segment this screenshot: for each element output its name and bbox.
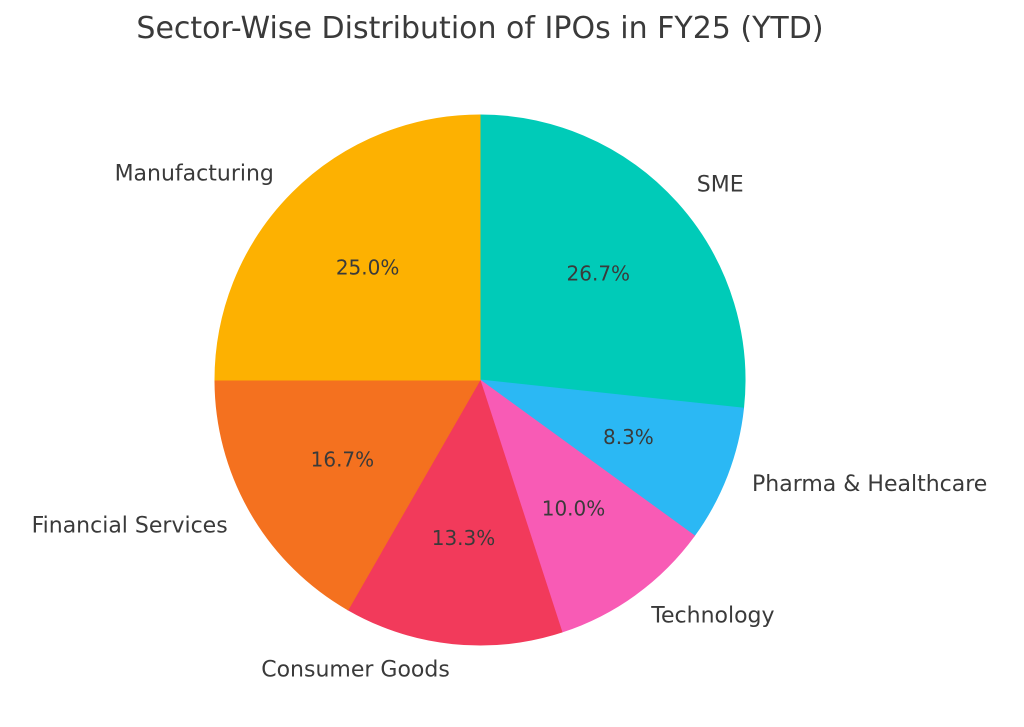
category-label-technology: Technology bbox=[650, 603, 774, 628]
pct-label-pharma-healthcare: 8.3% bbox=[603, 425, 654, 449]
pie-slice-consumer-goods bbox=[347, 378, 563, 646]
pct-label-financial-services: 16.7% bbox=[311, 448, 375, 472]
category-label-pharma-healthcare: Pharma & Healthcare bbox=[752, 472, 987, 497]
category-label-consumer-goods: Consumer Goods bbox=[261, 657, 450, 682]
category-label-manufacturing: Manufacturing bbox=[115, 161, 274, 186]
category-label-financial-services: Financial Services bbox=[32, 514, 228, 539]
category-label-sme: SME bbox=[697, 173, 744, 198]
pie-slice-technology bbox=[479, 378, 696, 633]
pie-slice-manufacturing bbox=[214, 114, 481, 381]
pie-slice-sme bbox=[479, 114, 746, 409]
pie-slice-financial-services bbox=[214, 379, 481, 611]
pie-slice-pharma-healthcare bbox=[478, 379, 745, 537]
pct-label-manufacturing: 25.0% bbox=[336, 256, 400, 280]
pct-label-sme: 26.7% bbox=[567, 262, 631, 286]
chart-title: Sector-Wise Distribution of IPOs in FY25… bbox=[136, 11, 824, 46]
pct-label-technology: 10.0% bbox=[542, 497, 606, 521]
pct-label-consumer-goods: 13.3% bbox=[432, 526, 496, 550]
